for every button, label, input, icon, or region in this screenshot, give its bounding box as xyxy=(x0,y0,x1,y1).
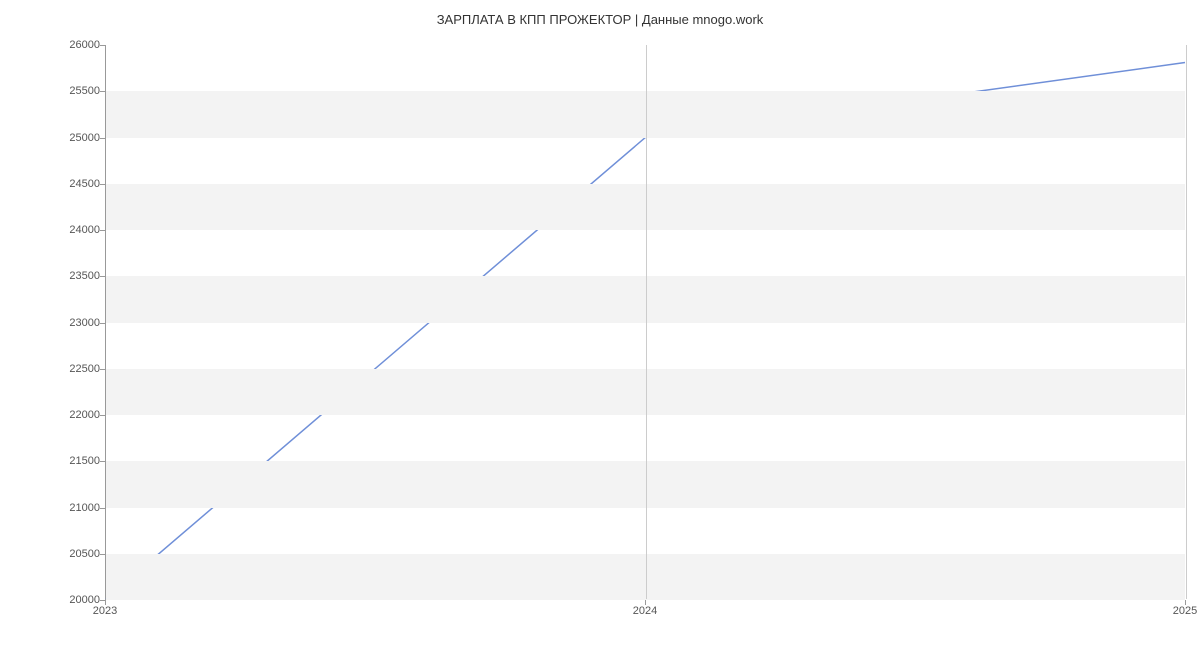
y-tick-label: 23000 xyxy=(40,317,100,329)
y-tick-mark xyxy=(100,276,105,277)
y-tick-mark xyxy=(100,91,105,92)
y-tick-label: 24000 xyxy=(40,224,100,236)
y-tick-mark xyxy=(100,554,105,555)
salary-line-chart: ЗАРПЛАТА В КПП ПРОЖЕКТОР | Данные mnogo.… xyxy=(0,0,1200,650)
y-tick-mark xyxy=(100,230,105,231)
x-tick-label: 2024 xyxy=(633,605,657,617)
y-tick-label: 22500 xyxy=(40,363,100,375)
x-gridline xyxy=(1186,45,1187,599)
y-tick-label: 23500 xyxy=(40,270,100,282)
y-tick-mark xyxy=(100,45,105,46)
y-tick-mark xyxy=(100,184,105,185)
y-tick-label: 25000 xyxy=(40,132,100,144)
y-tick-label: 24500 xyxy=(40,178,100,190)
y-tick-label: 25500 xyxy=(40,85,100,97)
y-tick-mark xyxy=(100,508,105,509)
y-tick-label: 26000 xyxy=(40,39,100,51)
y-tick-mark xyxy=(100,369,105,370)
chart-title: ЗАРПЛАТА В КПП ПРОЖЕКТОР | Данные mnogo.… xyxy=(0,0,1200,27)
y-tick-label: 21500 xyxy=(40,455,100,467)
x-gridline xyxy=(646,45,647,599)
y-tick-label: 20000 xyxy=(40,594,100,606)
y-tick-mark xyxy=(100,461,105,462)
y-tick-mark xyxy=(100,415,105,416)
y-tick-mark xyxy=(100,323,105,324)
y-tick-label: 22000 xyxy=(40,409,100,421)
x-tick-label: 2023 xyxy=(93,605,117,617)
plot-area xyxy=(105,45,1185,600)
x-tick-mark xyxy=(105,600,106,605)
x-tick-mark xyxy=(1185,600,1186,605)
y-tick-mark xyxy=(100,138,105,139)
y-tick-label: 20500 xyxy=(40,548,100,560)
y-tick-label: 21000 xyxy=(40,502,100,514)
x-tick-label: 2025 xyxy=(1173,605,1197,617)
x-tick-mark xyxy=(645,600,646,605)
